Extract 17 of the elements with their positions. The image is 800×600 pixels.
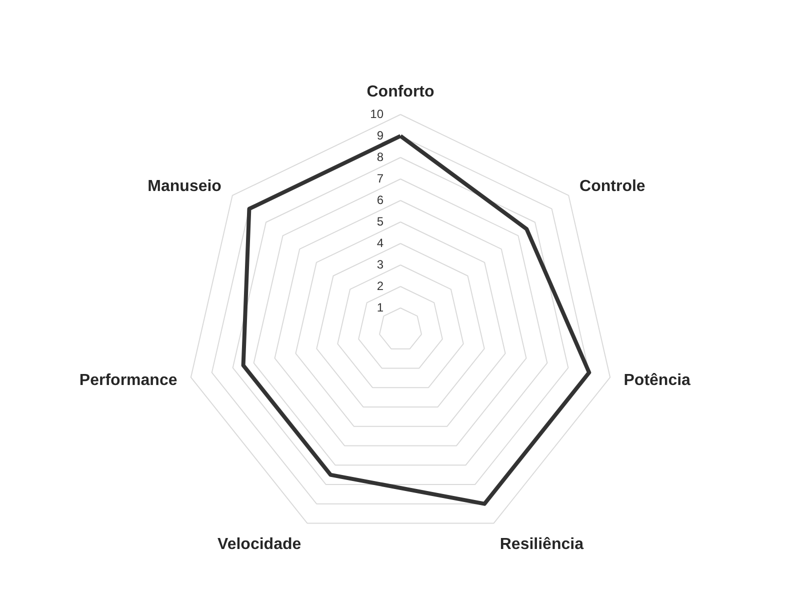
spoke-label: Conforto [366, 84, 434, 100]
spoke-label: Performance [79, 372, 178, 389]
y-tick-label: 8 [376, 150, 384, 164]
spoke-label: Resiliência [500, 536, 584, 553]
y-tick-label: 5 [376, 214, 384, 228]
y-tick-label: 3 [376, 258, 384, 272]
y-tick-label: 2 [376, 279, 384, 293]
y-tick-label: 4 [376, 236, 384, 250]
y-tick-label: 1 [376, 300, 384, 314]
y-tick-label: 6 [376, 193, 384, 207]
spoke-label: Potência [624, 372, 691, 389]
spoke-label: Manuseio [148, 178, 222, 196]
y-tick-label: 9 [376, 128, 384, 142]
y-tick-label: 10 [370, 107, 384, 121]
y-tick-label: 7 [376, 172, 384, 186]
spoke-label: Velocidade [218, 536, 302, 553]
spoke-label: Controle [580, 178, 646, 196]
